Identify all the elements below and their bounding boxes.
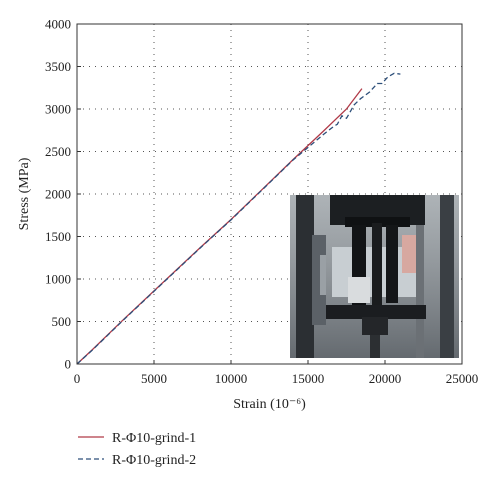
- y-tick-label: 2000: [45, 187, 71, 202]
- x-tick-label: 15000: [292, 371, 325, 386]
- y-tick-label: 4000: [45, 17, 71, 32]
- test-machine-photo: [290, 195, 459, 358]
- x-axis-ticks: 0 5000 10000 15000 20000 25000: [74, 360, 479, 386]
- series-line-2: [76, 72, 401, 365]
- series-layer: [76, 72, 401, 365]
- x-tick-label: 5000: [141, 371, 167, 386]
- y-tick-label: 3500: [45, 59, 71, 74]
- y-axis-ticks: 0 500 1000 1500 2000 2500 3000 3500 4000: [45, 17, 81, 372]
- x-tick-label: 20000: [369, 371, 402, 386]
- y-tick-label: 1500: [45, 229, 71, 244]
- legend-label-1: R-Φ10-grind-1: [112, 431, 196, 446]
- grid-lines: [77, 24, 462, 364]
- y-axis-label: Stress (MPa): [17, 157, 32, 230]
- y-tick-label: 3000: [45, 102, 71, 117]
- y-tick-label: 1000: [45, 272, 71, 287]
- x-axis-label: Strain (10⁻⁶): [233, 397, 306, 412]
- legend-label-2: R-Φ10-grind-2: [112, 453, 196, 468]
- y-tick-label: 0: [65, 357, 72, 372]
- x-tick-label: 10000: [215, 371, 248, 386]
- legend: R-Φ10-grind-1 R-Φ10-grind-2: [78, 431, 196, 468]
- y-tick-label: 2500: [45, 144, 71, 159]
- x-tick-label: 0: [74, 371, 81, 386]
- y-tick-label: 500: [52, 314, 72, 329]
- x-tick-label: 25000: [446, 371, 479, 386]
